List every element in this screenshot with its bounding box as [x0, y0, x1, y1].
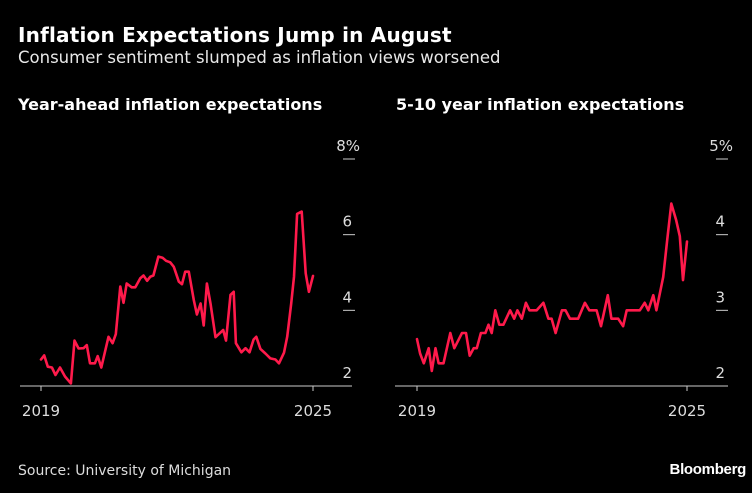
x-tick-label: 2019	[22, 402, 60, 420]
y-tick-label: 5%	[709, 137, 733, 155]
y-tick-label: 6	[342, 213, 352, 231]
x-tick-label: 2025	[294, 402, 332, 420]
chart-title: Inflation Expectations Jump in August	[18, 23, 452, 47]
bloomberg-logo: Bloomberg	[669, 461, 747, 478]
right-panel-title: 5-10 year inflation expectations	[396, 95, 685, 114]
y-tick-label: 4	[342, 288, 352, 306]
series-line-5-10-year	[415, 202, 689, 373]
series-line-year-ahead	[39, 210, 315, 385]
y-tick-label: 4	[715, 213, 725, 231]
y-tick-label: 2	[715, 364, 725, 382]
y-tick-label: 2	[342, 364, 352, 382]
chart-subtitle: Consumer sentiment slumped as inflation …	[18, 48, 501, 67]
x-tick-label: 2019	[398, 402, 436, 420]
y-tick-label: 8%	[336, 137, 360, 155]
left-panel-title: Year-ahead inflation expectations	[18, 95, 323, 114]
source-note: Source: University of Michigan	[18, 463, 232, 479]
x-tick-label: 2025	[668, 402, 706, 420]
y-tick-label: 3	[715, 288, 725, 306]
